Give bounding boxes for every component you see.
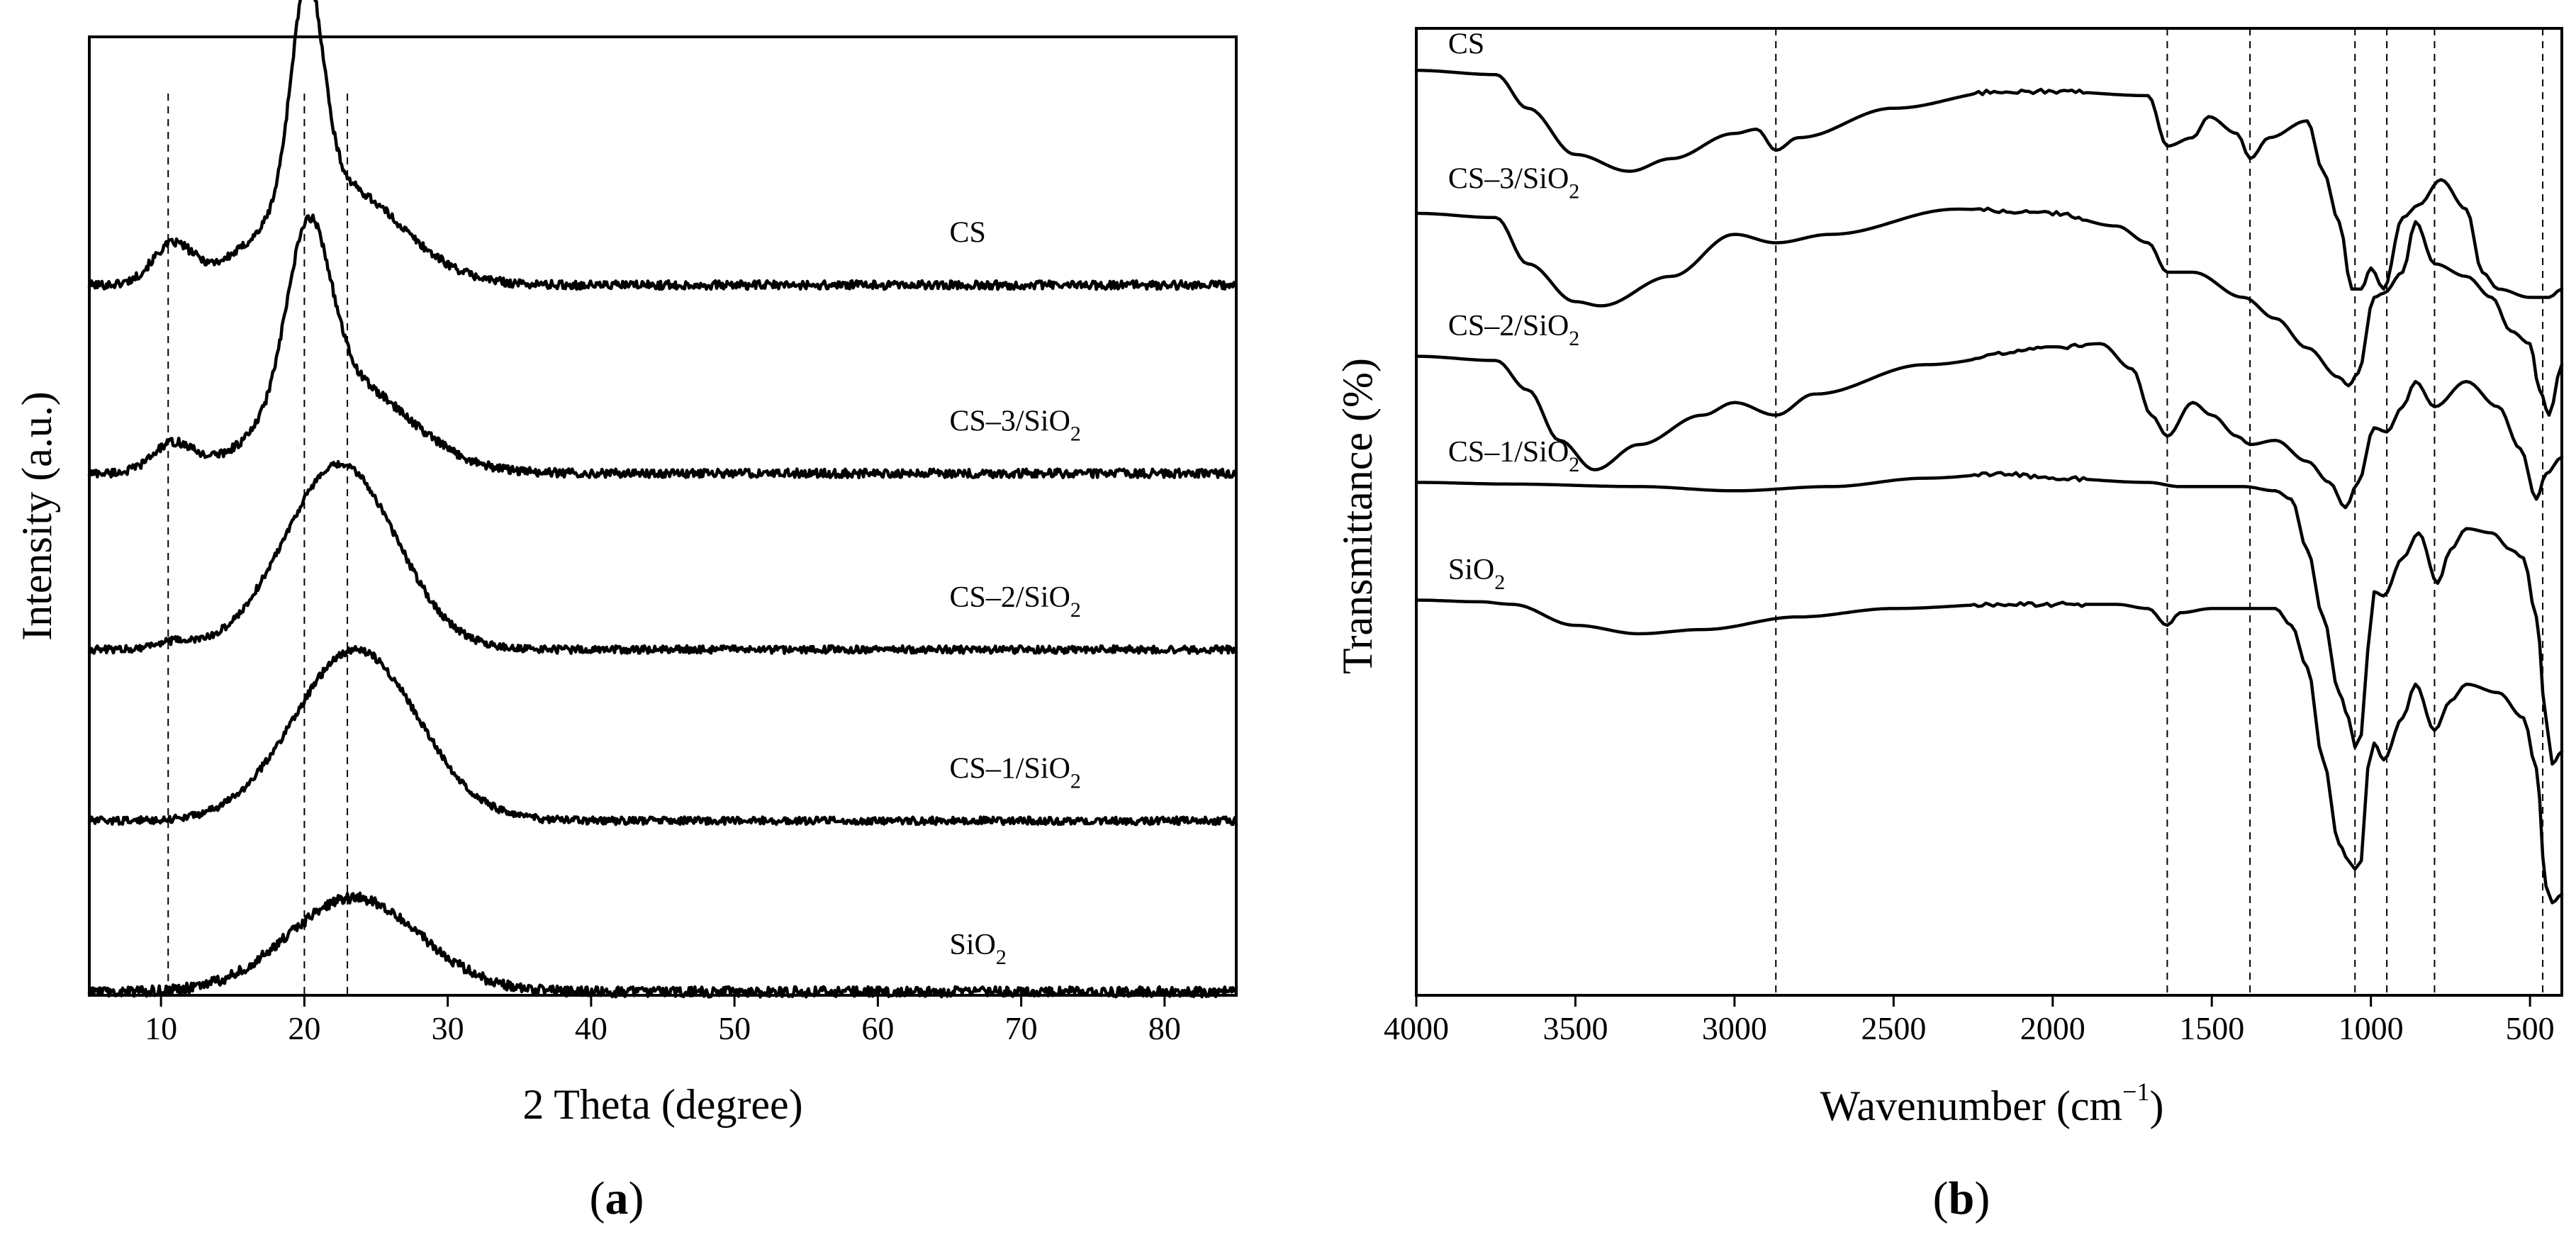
xrd-x-axis-title: 2 Theta (degree): [522, 1081, 802, 1128]
xrd-series-label-1-subscript: 2: [1070, 422, 1081, 445]
ftir-traces: [1414, 69, 2564, 905]
ftir-series-label-2-subscript: 2: [1569, 327, 1579, 350]
ftir-panel: 4000 3500 3000 2500 2000 1500 1000 500 CS CS–3/S…: [1334, 27, 2564, 1224]
ftir-x-tick-label-3: 2500: [1861, 1010, 1926, 1046]
ftir-series-label-4-main: SiO: [1448, 554, 1494, 586]
ftir-y-axis-title: Transmittance (%): [1334, 358, 1381, 674]
xrd-series-label-4-subscript: 2: [996, 946, 1007, 969]
xrd-trace-3: [87, 644, 1238, 827]
xrd-x-tick-label-2: 30: [432, 1010, 464, 1046]
xrd-x-ticks: 10 20 30 40 50 60 70 80: [145, 995, 1181, 1046]
xrd-series-label-1-main: CS–3/SiO: [950, 405, 1070, 437]
ftir-series-label-3: CS–1/SiO2: [1448, 436, 1579, 476]
ftir-x-axis-title-sup: −1: [2122, 1078, 2149, 1106]
ftir-x-tick-label-5: 1500: [2179, 1010, 2244, 1046]
xrd-x-tick-label-5: 60: [861, 1010, 894, 1046]
ftir-x-tick-label-7: 500: [2506, 1010, 2555, 1046]
xrd-series-label-2-subscript: 2: [1070, 598, 1081, 622]
ftir-x-axis-title: Wavenumber (cm−1): [1820, 1078, 2164, 1129]
xrd-series-label-1: CS–3/SiO2: [950, 405, 1081, 445]
ftir-panel-tag-open: (: [1933, 1173, 1949, 1224]
xrd-series-label-0: CS: [950, 217, 986, 250]
ftir-x-tick-label-2: 3000: [1702, 1010, 1767, 1046]
ftir-series-label-4: SiO2: [1448, 554, 1505, 594]
xrd-y-axis-title: Intensity (a.u.): [13, 391, 60, 641]
xrd-trace-1: [87, 213, 1238, 479]
xrd-series-label-0-main: CS: [950, 217, 986, 250]
ftir-x-tick-label-4: 2000: [2020, 1010, 2085, 1046]
xrd-series-label-2-main: CS–2/SiO: [950, 581, 1070, 614]
xrd-x-tick-label-3: 40: [575, 1010, 607, 1046]
ftir-x-tick-label-1: 3500: [1542, 1010, 1608, 1046]
ftir-trace-0: [1414, 69, 2564, 299]
xrd-panel-tag: (a): [590, 1173, 644, 1224]
xrd-traces: [87, 0, 1238, 999]
xrd-x-tick-label-1: 20: [288, 1010, 320, 1046]
ftir-series-label-3-subscript: 2: [1569, 453, 1579, 476]
ftir-series-label-3-main: CS–1/SiO: [1448, 436, 1569, 469]
ftir-trace-3: [1414, 471, 2564, 766]
ftir-panel-tag-close: ): [1974, 1173, 1990, 1224]
xrd-trace-0: [87, 0, 1238, 291]
ftir-trace-4: [1414, 598, 2564, 905]
xrd-series-label-3-subscript: 2: [1070, 769, 1081, 793]
ftir-series-label-2: CS–2/SiO2: [1448, 310, 1579, 350]
ftir-series-label-0-main: CS: [1448, 28, 1484, 61]
xrd-x-tick-label-6: 70: [1005, 1010, 1038, 1046]
xrd-panel-tag-open: (: [590, 1173, 605, 1224]
xrd-reference-lines: [167, 94, 349, 995]
xrd-series-label-4: SiO2: [950, 929, 1007, 969]
ftir-panel-tag-letter: b: [1949, 1173, 1975, 1224]
xrd-x-tick-label-0: 10: [145, 1010, 177, 1046]
xrd-series-label-2: CS–2/SiO2: [950, 581, 1081, 622]
ftir-series-label-2-main: CS–2/SiO: [1448, 310, 1569, 342]
ftir-plot-frame: [1415, 27, 2563, 997]
ftir-x-ticks: 4000 3500 3000 2500 2000 1500 1000 500: [1384, 995, 2555, 1046]
ftir-series-label-1-subscript: 2: [1569, 179, 1579, 203]
ftir-trace-2: [1414, 342, 2564, 510]
xrd-plot-frame: [88, 35, 1238, 997]
xrd-trace-4: [87, 891, 1238, 999]
ftir-panel-tag: (b): [1933, 1173, 1990, 1224]
xrd-trace-2: [87, 459, 1238, 655]
ftir-series-label-1-main: CS–3/SiO: [1448, 162, 1569, 195]
ftir-x-tick-label-6: 1000: [2339, 1010, 2404, 1046]
ftir-x-axis-title-main: Wavenumber (cm: [1820, 1082, 2123, 1129]
ftir-reference-lines: [1775, 28, 2544, 995]
xrd-series-label-3: CS–1/SiO2: [950, 752, 1081, 793]
ftir-trace-1: [1414, 206, 2564, 417]
ftir-series-label-1: CS–3/SiO2: [1448, 162, 1579, 203]
xrd-x-tick-label-4: 50: [718, 1010, 751, 1046]
xrd-panel: 10 20 30 40 50 60 70 80 CSCS–3/SiO2CS–2/SiO2CS–…: [13, 0, 1238, 1224]
ftir-x-axis-title-close: ): [2149, 1082, 2163, 1129]
xrd-panel-tag-letter: a: [605, 1173, 629, 1224]
ftir-series-label-4-subscript: 2: [1494, 571, 1505, 594]
xrd-series-label-3-main: CS–1/SiO: [950, 752, 1070, 785]
xrd-x-tick-label-7: 80: [1148, 1010, 1181, 1046]
xrd-panel-tag-close: ): [629, 1173, 644, 1224]
ftir-x-tick-label-0: 4000: [1384, 1010, 1449, 1046]
xrd-series-label-4-main: SiO: [950, 929, 996, 961]
ftir-series-label-0: CS: [1448, 28, 1484, 61]
